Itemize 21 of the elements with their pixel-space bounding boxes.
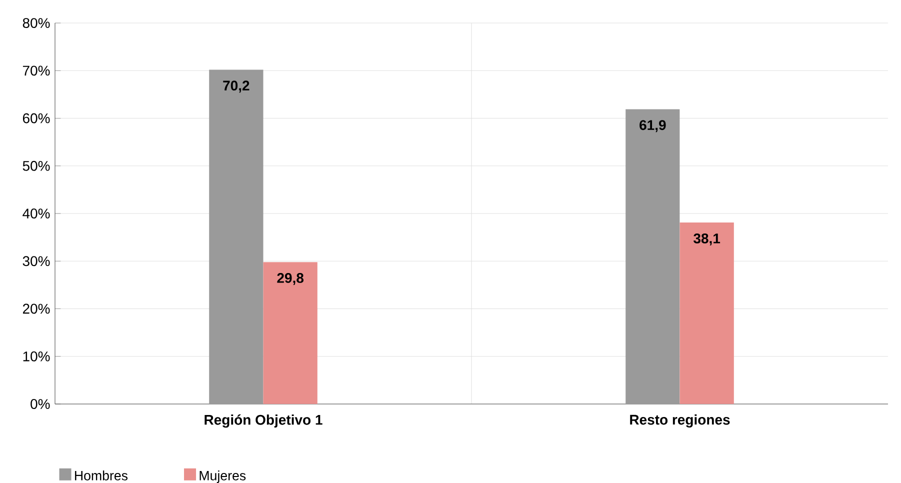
data-label: 70,2 <box>223 80 250 93</box>
y-tick-label: 0% <box>30 399 50 409</box>
bar <box>680 222 734 404</box>
bar <box>209 70 264 404</box>
y-tick-label: 70% <box>22 66 50 76</box>
y-tick-label: 50% <box>22 160 50 171</box>
y-tick-label: 80% <box>22 18 50 28</box>
y-tick-label: 20% <box>22 304 50 314</box>
y-tick-label: 60% <box>22 113 50 124</box>
x-tick-label: Resto regiones <box>630 414 730 428</box>
data-label: 29,8 <box>277 273 304 285</box>
bar <box>626 109 680 404</box>
x-tick-label: Región Objetivo 1 <box>204 414 322 428</box>
data-label: 38,1 <box>694 233 720 246</box>
data-label: 61,9 <box>640 120 666 132</box>
y-tick-label: 10% <box>23 351 50 362</box>
legend-label: Mujeres <box>200 470 246 483</box>
bar <box>263 262 318 404</box>
y-tick-label: 40% <box>22 208 50 218</box>
y-tick-label: 30% <box>22 256 50 266</box>
legend-label: Hombres <box>75 470 128 480</box>
